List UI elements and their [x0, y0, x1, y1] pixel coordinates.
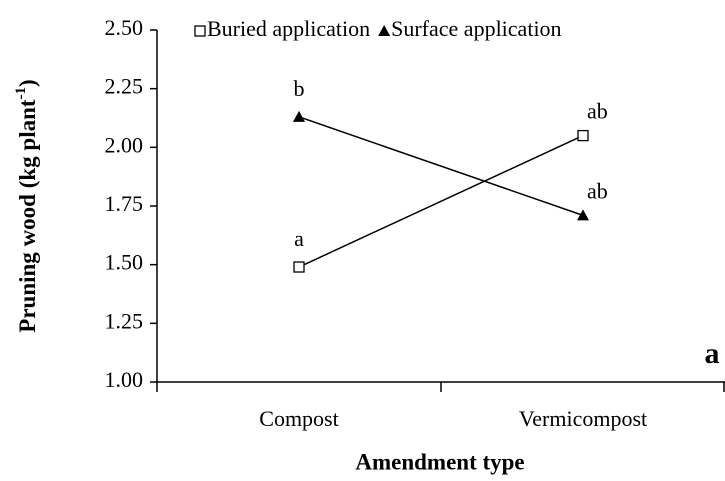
data-label: b — [294, 76, 305, 101]
x-axis-title: Amendment type — [355, 449, 524, 474]
y-tick-label: 1.50 — [105, 250, 144, 275]
y-axis-title: Pruning wood (kg plant-1) — [13, 79, 40, 332]
y-tick-label: 1.75 — [105, 191, 144, 216]
y-tick-label: 2.50 — [105, 15, 144, 40]
marker — [577, 129, 589, 142]
y-axis-title-sup: -1 — [13, 87, 29, 100]
data-label: ab — [587, 99, 608, 124]
series-line — [298, 134, 584, 268]
marker — [194, 25, 206, 37]
series-line — [298, 116, 584, 217]
y-tick-label: 2.25 — [105, 74, 144, 99]
y-tick-label: 2.00 — [105, 132, 144, 157]
marker — [293, 261, 305, 273]
legend-label: Surface application — [391, 16, 561, 41]
data-label: a — [294, 226, 304, 251]
marker — [378, 25, 391, 36]
data-label: ab — [587, 178, 608, 203]
x-tick-label: Vermicompost — [519, 406, 647, 431]
y-tick-label: 1.00 — [105, 367, 144, 392]
y-tick-label: 1.25 — [105, 308, 144, 333]
marker — [577, 209, 589, 221]
panel-label: a — [705, 337, 720, 370]
y-axis-title-text: Pruning wood (kg plant — [15, 99, 40, 333]
y-axis-title-end: ) — [15, 79, 40, 87]
x-tick-label: Compost — [259, 406, 338, 431]
legend-label: Buried application — [207, 16, 370, 41]
marker — [293, 110, 305, 122]
